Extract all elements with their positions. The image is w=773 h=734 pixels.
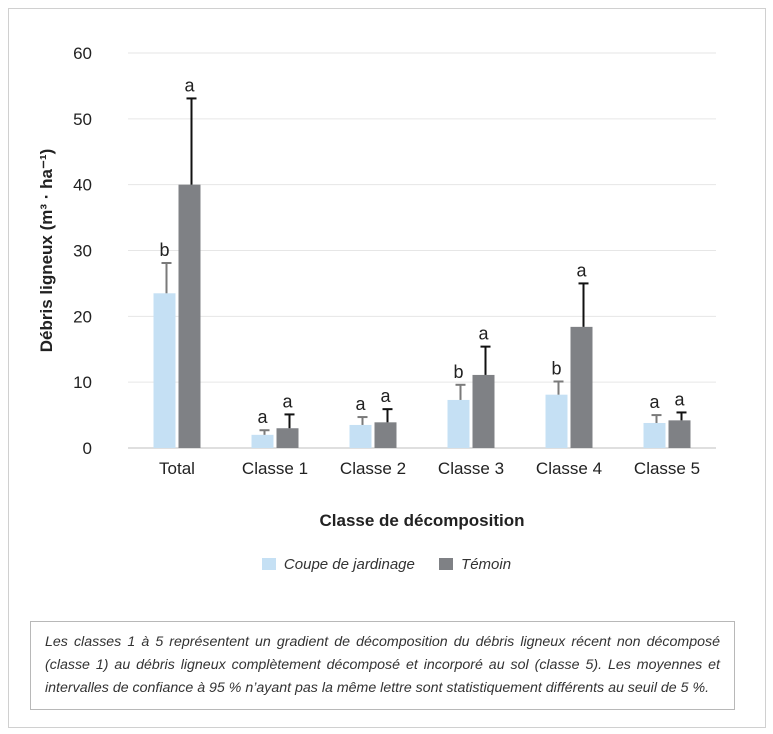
significance-letter: a [380, 386, 391, 406]
bar-coupe [349, 424, 372, 448]
bar-coupe [643, 422, 666, 448]
significance-letter: a [674, 389, 685, 409]
x-tick-label: Classe 2 [340, 459, 406, 478]
bar-coupe [251, 434, 274, 448]
y-tick-label: 40 [73, 176, 92, 195]
y-tick-label: 50 [73, 110, 92, 129]
bar-coupe [545, 394, 568, 448]
bar-coupe [447, 399, 470, 448]
legend-label-temoin: Témoin [461, 555, 512, 573]
x-tick-label: Total [159, 459, 195, 478]
y-tick-label: 30 [73, 242, 92, 261]
legend: Coupe de jardinage Témoin [0, 555, 773, 573]
x-tick-label: Classe 5 [634, 459, 700, 478]
legend-label-coupe: Coupe de jardinage [283, 555, 415, 573]
y-tick-label: 20 [73, 307, 92, 326]
legend-item-coupe: Coupe de jardinage [261, 555, 415, 573]
significance-letter: b [551, 359, 561, 379]
significance-letter: b [453, 362, 463, 382]
bar-chart: 0 10 20 30 40 50 60 Débris ligneux (m³ · ha⁻¹) C… [37, 44, 716, 530]
significance-letter: a [184, 75, 195, 95]
bar-temoin [472, 374, 495, 448]
bar-temoin [570, 326, 593, 448]
bar-temoin [178, 184, 201, 448]
significance-letter: a [257, 407, 268, 427]
legend-item-temoin: Témoin [439, 556, 511, 573]
significance-letter: a [576, 260, 587, 280]
y-tick-label: 0 [83, 439, 92, 458]
significance-letter: a [355, 394, 366, 414]
x-axis-label: Classe de décomposition [320, 511, 525, 530]
significance-letter: a [282, 391, 293, 411]
bar-temoin [668, 420, 691, 448]
significance-letter: b [159, 240, 169, 260]
significance-letter: a [478, 324, 489, 344]
legend-swatch-temoin [439, 557, 454, 570]
x-tick-label: Classe 3 [438, 459, 504, 478]
x-tick-label: Classe 4 [536, 459, 602, 478]
bar-temoin [374, 422, 397, 448]
bar-coupe [153, 293, 176, 448]
figure-frame [8, 8, 766, 728]
x-tick-label: Classe 1 [242, 459, 308, 478]
significance-letter: a [649, 392, 660, 412]
figure-note: Les classes 1 à 5 représentent un gradie… [30, 621, 735, 710]
y-tick-label: 10 [73, 373, 92, 392]
y-axis-label: Débris ligneux (m³ · ha⁻¹) [37, 149, 56, 353]
legend-swatch-coupe [261, 557, 276, 570]
bar-temoin [276, 428, 299, 448]
y-tick-label: 60 [73, 44, 92, 63]
